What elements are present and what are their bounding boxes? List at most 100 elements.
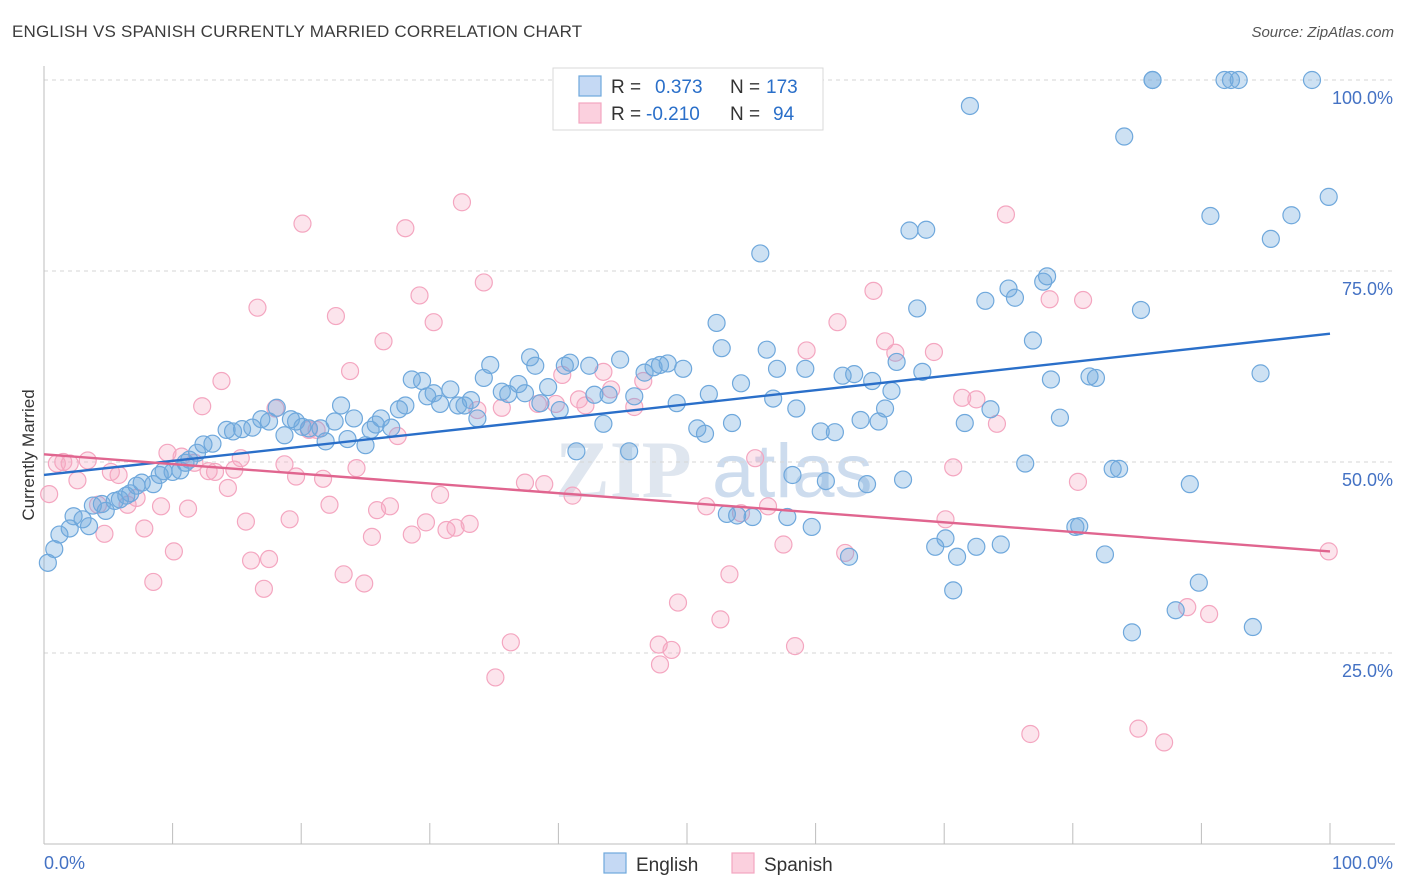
spanish-point [953, 388, 972, 407]
spanish-point [362, 527, 382, 546]
spanish-point [1129, 719, 1148, 738]
english-point [875, 399, 895, 418]
y-tick-label: 50.0% [1342, 470, 1393, 490]
english-point [1201, 206, 1220, 226]
spanish-point [54, 452, 73, 472]
spanish-point [416, 513, 436, 532]
english-point [611, 350, 630, 369]
english-point [580, 356, 599, 375]
english-point [882, 381, 901, 401]
spanish-point [774, 535, 793, 554]
spanish-point [758, 497, 778, 516]
watermark-zip: ZIP [555, 424, 692, 515]
english-point [767, 359, 787, 378]
legend-spanish-r-value: -0.210 [646, 104, 700, 125]
spanish-point [396, 219, 415, 238]
english-point [863, 371, 882, 391]
english-point [331, 396, 351, 415]
english-point [1086, 368, 1106, 388]
english-point [967, 537, 986, 556]
english-point [371, 409, 391, 428]
spanish-point [236, 512, 256, 531]
bottom-legend-swatch-spanish [731, 852, 755, 874]
english-point [1143, 70, 1162, 90]
spanish-point [430, 485, 450, 504]
english-point [960, 96, 980, 116]
english-point [796, 359, 815, 378]
spanish-point [515, 473, 535, 492]
spanish-point [650, 655, 670, 674]
spanish-point [720, 565, 739, 584]
spanish-point [40, 484, 59, 504]
english-point [539, 378, 558, 397]
spanish-point [355, 574, 374, 593]
english-point [441, 380, 460, 399]
english-point [1180, 475, 1199, 494]
english-point [217, 420, 236, 440]
spanish-point [402, 525, 421, 544]
spanish-point [1155, 733, 1174, 752]
english-point [121, 484, 140, 503]
english-point [944, 581, 963, 600]
english-point [1037, 267, 1057, 286]
spanish-point [259, 549, 279, 569]
english-point [1229, 70, 1248, 90]
spanish-point [662, 640, 681, 660]
legend-spanish-n-label: N = [730, 104, 760, 125]
spanish-point [452, 193, 472, 212]
bottom-legend-spanish: Spanish [764, 855, 833, 876]
english-point [635, 363, 654, 382]
english-point [560, 353, 580, 372]
legend-spanish-r-label: R = [611, 104, 641, 125]
legend-english-n-value: 173 [766, 77, 798, 98]
spanish-point [144, 572, 163, 592]
spanish-point [334, 565, 353, 584]
spanish-point [109, 465, 128, 485]
english-point [917, 220, 936, 239]
english-point [1189, 573, 1208, 592]
english-point [73, 510, 92, 529]
english-point [515, 384, 535, 403]
spanish-point [95, 524, 114, 543]
english-point [833, 366, 852, 385]
spanish-point [212, 371, 231, 391]
chart-title: ENGLISH VS SPANISH CURRENTLY MARRIED COR… [12, 22, 583, 41]
spanish-point [697, 497, 716, 516]
spanish-point [340, 361, 360, 381]
spanish-point [164, 542, 183, 561]
english-point [1215, 70, 1234, 90]
english-point [509, 374, 528, 394]
english-point [1109, 459, 1129, 478]
watermark-atlas: atlas [712, 429, 873, 514]
spanish-point [286, 467, 306, 486]
spanish-point [1068, 472, 1088, 491]
english-point [751, 244, 770, 263]
english-point [1319, 187, 1338, 206]
english-point [50, 525, 69, 544]
y-tick-label: 75.0% [1342, 279, 1393, 299]
english-point [731, 374, 751, 393]
spanish-point [68, 471, 87, 490]
legend-swatch-english [578, 75, 602, 97]
english-point [699, 384, 718, 404]
bottom-legend: English Spanish [603, 852, 833, 876]
english-point [203, 434, 222, 453]
english-point [707, 313, 726, 333]
english-point [1166, 601, 1185, 620]
spanish-trend-line [43, 453, 1331, 553]
spanish-point [374, 332, 393, 351]
spanish-point [864, 281, 883, 300]
y-tick-label: 100.0% [1332, 88, 1393, 108]
spanish-point [486, 668, 505, 687]
spanish-point [1178, 598, 1197, 617]
legend-english-n-label: N = [730, 77, 760, 98]
english-point [991, 535, 1010, 554]
spanish-point [241, 551, 261, 570]
english-point [1095, 545, 1115, 564]
spanish-point [1040, 290, 1059, 309]
english-point [555, 356, 574, 375]
english-point [1050, 408, 1070, 427]
spanish-point [460, 514, 479, 533]
spanish-point [785, 637, 805, 656]
